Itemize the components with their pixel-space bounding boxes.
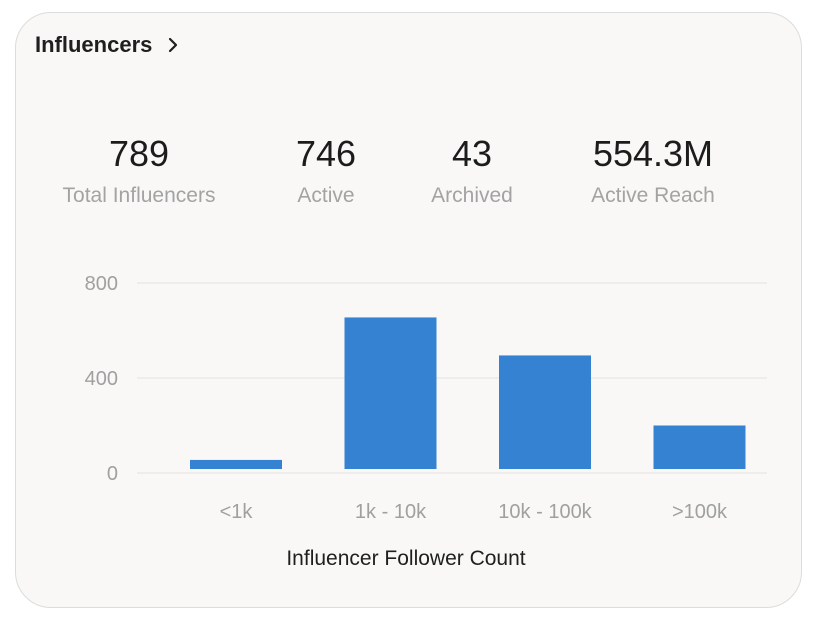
stat-value: 43 (451, 133, 493, 174)
bar[interactable] (653, 425, 746, 470)
stat-value: 746 (295, 133, 357, 174)
stat-archived: 43 Archived (362, 134, 582, 208)
stat-label: Archived (431, 184, 513, 207)
stat-total-influencers: 789 Total Influencers (29, 134, 249, 208)
influencers-header-link[interactable]: Influencers (35, 32, 180, 58)
x-tick-label: >100k (672, 501, 728, 523)
bar[interactable] (499, 355, 591, 469)
x-tick-label: 10k - 100k (498, 501, 592, 523)
y-tick-label: 0 (107, 463, 118, 485)
y-tick-label: 400 (85, 368, 118, 390)
stat-label: Total Influencers (62, 184, 216, 207)
y-tick-label: 800 (85, 273, 118, 295)
card-title: Influencers (35, 32, 153, 57)
influencers-card (15, 12, 802, 608)
bar[interactable] (190, 459, 282, 469)
x-tick-label: <1k (220, 501, 254, 523)
stat-value: 789 (108, 133, 170, 174)
chevron-right-icon (169, 37, 178, 53)
stat-label: Active (297, 184, 355, 207)
bar[interactable] (344, 317, 437, 469)
x-tick-label: 1k - 10k (355, 501, 427, 523)
stat-label: Active Reach (591, 184, 715, 207)
stat-value: 554.3M (592, 133, 714, 174)
stat-active: 746 Active (216, 134, 436, 208)
stat-active-reach: 554.3M Active Reach (543, 134, 763, 208)
x-axis-label: Influencer Follower Count (286, 547, 525, 570)
